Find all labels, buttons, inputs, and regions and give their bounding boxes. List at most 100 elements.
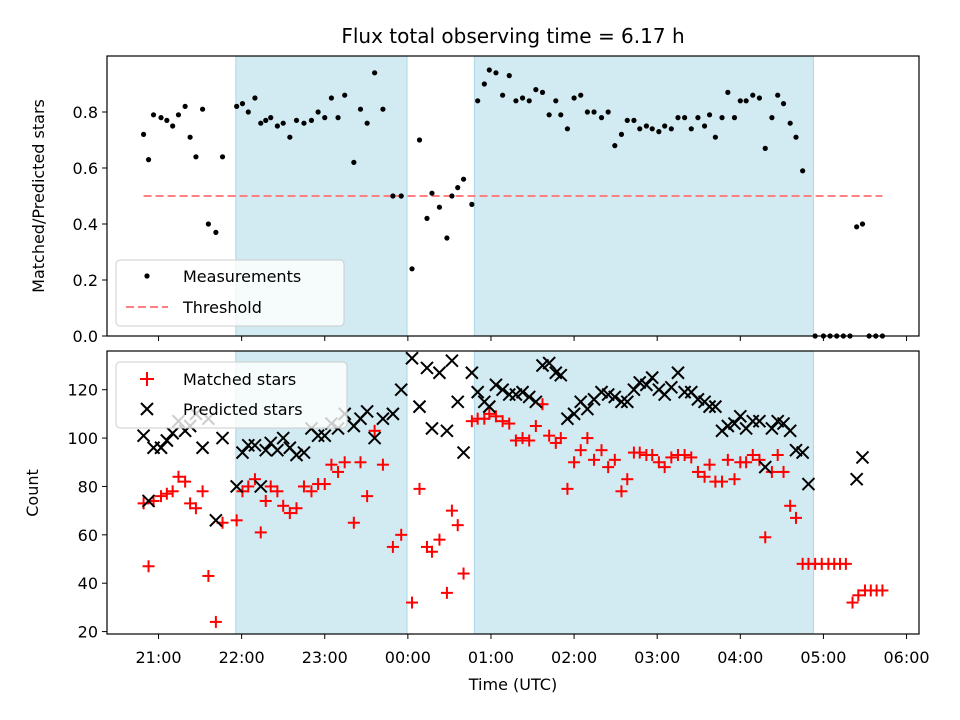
measurement-point bbox=[328, 95, 335, 101]
predicted-star-point bbox=[154, 441, 168, 455]
measurement-point bbox=[258, 120, 264, 126]
matched-star-point bbox=[172, 470, 185, 483]
measurement-point bbox=[460, 176, 467, 182]
measurement-point bbox=[380, 106, 386, 112]
matched-star-point bbox=[691, 465, 704, 478]
predicted-star-stroke bbox=[440, 424, 454, 438]
predicted-star-point bbox=[235, 445, 250, 460]
matched-star-point bbox=[784, 499, 797, 512]
measurement-point bbox=[234, 103, 240, 109]
predicted-star-stroke bbox=[367, 431, 382, 445]
y-tick-label: 20 bbox=[78, 623, 98, 642]
measurement-point bbox=[409, 266, 415, 272]
matched-star-point bbox=[290, 502, 303, 515]
top-legend-box bbox=[115, 259, 345, 327]
measurement-point bbox=[775, 92, 781, 98]
y-tick-label: 40 bbox=[78, 574, 98, 593]
measurement-point bbox=[170, 123, 176, 129]
predicted-star-point bbox=[522, 390, 536, 404]
matched-star-point bbox=[196, 485, 209, 498]
bottom-x-ticks: 21:00 22:00 23:00 00:00 01:00 02:00 03:00 04:00… bbox=[135, 634, 930, 667]
predicted-star-point bbox=[801, 477, 816, 491]
predicted-star-stroke bbox=[684, 385, 698, 399]
predicted-star-stroke bbox=[318, 428, 332, 443]
measurement-point bbox=[506, 73, 512, 79]
legend-matched-marker bbox=[140, 372, 154, 386]
predicted-star-stroke bbox=[708, 399, 723, 414]
predicted-star-point bbox=[440, 424, 454, 438]
measurement-point bbox=[513, 98, 519, 104]
matched-star-point bbox=[646, 449, 659, 462]
predicted-star-point bbox=[412, 399, 427, 414]
matched-star-point bbox=[633, 446, 646, 459]
predicted-star-point bbox=[560, 412, 575, 426]
measurement-point bbox=[455, 185, 461, 191]
matched-star-point bbox=[413, 482, 426, 495]
measurement-point bbox=[793, 134, 799, 140]
measurement-point bbox=[675, 115, 681, 121]
measurement-point bbox=[612, 143, 618, 149]
bottom-panel: 20 40 60 80 100 120 21:00 22:00 23:00 00:00 01:00… bbox=[23, 350, 930, 694]
predicted-star-point bbox=[470, 385, 485, 399]
predicted-star-point bbox=[160, 433, 174, 448]
matched-star-point bbox=[615, 485, 628, 498]
matched-star-point bbox=[588, 453, 601, 466]
predicted-star-stroke bbox=[289, 448, 304, 462]
predicted-star-stroke bbox=[394, 382, 408, 397]
matched-star-point bbox=[839, 557, 852, 570]
predicted-star-point bbox=[425, 421, 439, 436]
predicted-star-stroke bbox=[160, 433, 174, 448]
matched-star-point bbox=[325, 458, 338, 471]
predicted-star-point bbox=[386, 407, 400, 421]
measurement-point bbox=[252, 95, 258, 101]
matched-star-point bbox=[523, 434, 536, 447]
predicted-star-stroke bbox=[702, 399, 717, 414]
x-tick-label: 04:00 bbox=[717, 648, 763, 667]
bottom-y-axis-label: Count bbox=[23, 469, 42, 517]
predicted-star-stroke bbox=[229, 479, 244, 494]
measurement-point bbox=[712, 134, 718, 140]
x-tick-label: 00:00 bbox=[385, 648, 431, 667]
x-tick-label: 03:00 bbox=[634, 648, 680, 667]
predicted-star-stroke bbox=[386, 407, 400, 421]
measurement-point bbox=[605, 109, 611, 115]
matched-star-point bbox=[602, 461, 615, 474]
legend-threshold-label: Threshold bbox=[182, 298, 262, 317]
predicted-star-point bbox=[432, 366, 447, 380]
predicted-star-stroke bbox=[554, 368, 568, 382]
measurement-point bbox=[591, 109, 597, 115]
predicted-star-point bbox=[367, 431, 382, 445]
predicted-star-stroke bbox=[165, 426, 180, 440]
measurement-point bbox=[182, 103, 188, 109]
matched-star-point bbox=[678, 449, 691, 462]
predicted-star-point bbox=[394, 382, 408, 397]
measurement-point bbox=[780, 101, 787, 107]
predicted-star-stroke bbox=[405, 351, 419, 365]
x-tick-label: 21:00 bbox=[135, 648, 181, 667]
matched-star-point bbox=[621, 473, 634, 486]
matched-star-point bbox=[759, 531, 772, 544]
predicted-star-point bbox=[702, 399, 717, 414]
predicted-star-point bbox=[765, 421, 779, 436]
y-tick-label: 0.2 bbox=[73, 271, 98, 290]
predicted-star-point bbox=[165, 426, 180, 440]
predicted-star-stroke bbox=[645, 370, 659, 385]
matched-star-point bbox=[698, 470, 711, 483]
measurement-point bbox=[578, 92, 584, 98]
matched-star-point bbox=[242, 480, 255, 493]
matched-star-point bbox=[740, 456, 753, 469]
measurement-point bbox=[756, 95, 763, 101]
predicted-star-point bbox=[254, 479, 268, 494]
matched-star-point bbox=[529, 419, 542, 432]
measurement-point bbox=[429, 190, 435, 196]
predicted-star-stroke bbox=[849, 472, 864, 486]
matched-star-point bbox=[283, 507, 296, 520]
predicted-star-point bbox=[259, 443, 273, 457]
predicted-star-point bbox=[495, 382, 510, 397]
predicted-star-stroke bbox=[614, 395, 629, 409]
matched-star-point bbox=[254, 526, 267, 539]
predicted-star-point bbox=[855, 450, 870, 465]
measurement-point bbox=[743, 98, 749, 104]
measurement-point bbox=[564, 126, 571, 132]
predicted-star-stroke bbox=[727, 416, 742, 431]
